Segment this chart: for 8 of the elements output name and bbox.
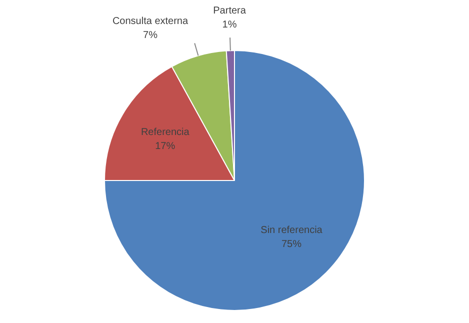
- data-label: 7%: [143, 30, 158, 41]
- slice-label: Referencia: [140, 127, 190, 138]
- slice-label: Consulta externa: [112, 16, 188, 27]
- data-label: 17%: [155, 141, 176, 152]
- data-label: 1%: [222, 20, 237, 31]
- data-label: 75%: [281, 239, 302, 250]
- slice-label: Sin referencia: [260, 225, 323, 236]
- slice-label: Partera: [213, 6, 246, 17]
